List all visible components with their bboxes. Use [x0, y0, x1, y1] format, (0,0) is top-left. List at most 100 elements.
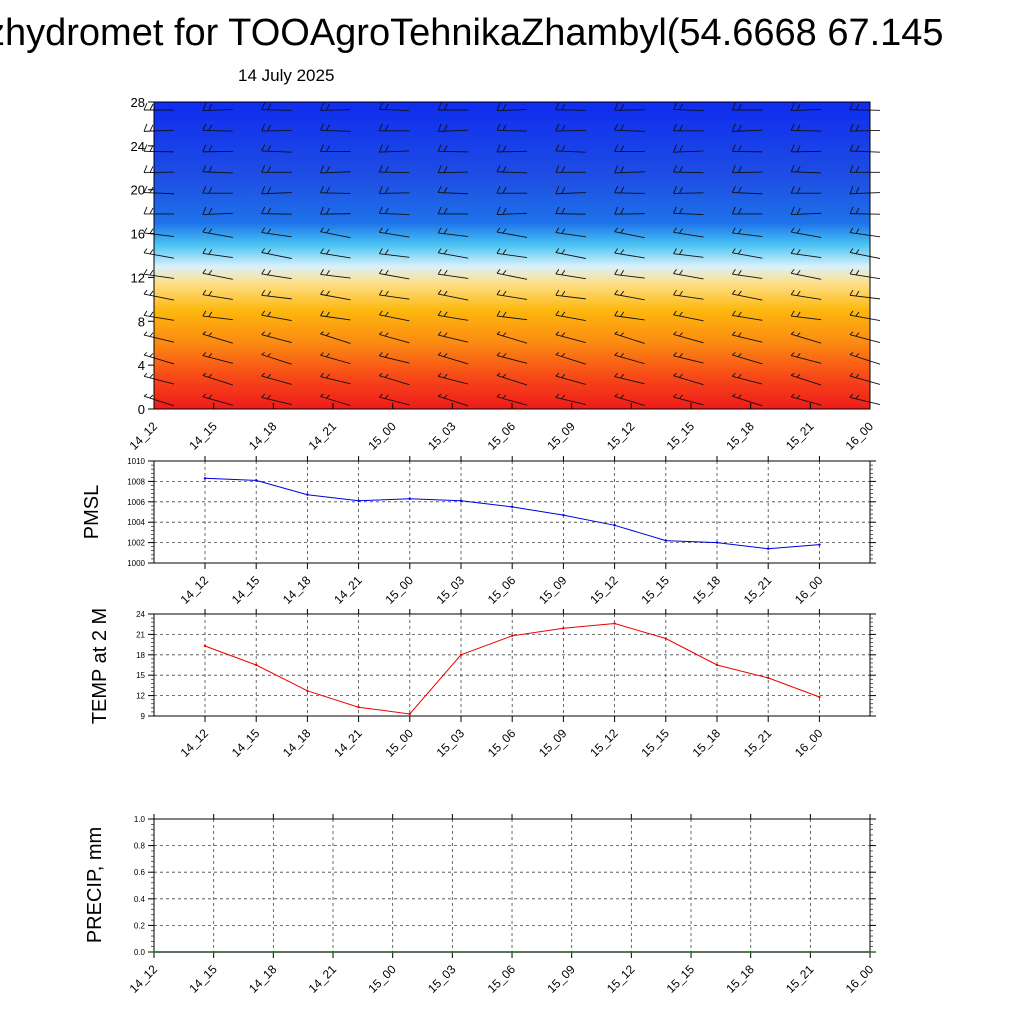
wind-barb [261, 165, 292, 173]
wind-barb [673, 185, 704, 194]
wind-barb [555, 393, 586, 406]
wind-barb [849, 289, 881, 300]
wind-barb [731, 123, 763, 132]
wind-barb [437, 206, 469, 215]
wind-barb [555, 352, 586, 365]
p1-data-point [255, 479, 258, 482]
wind-barb [673, 372, 704, 386]
p2-xtick-label: 15_21 [741, 726, 775, 760]
wind-barb [849, 269, 881, 280]
p1-data-point [306, 493, 309, 496]
wind-barb [320, 102, 351, 111]
p2-ytick-label: 21 [136, 630, 145, 639]
wind-barb [731, 165, 763, 174]
p1-xtick-label: 15_06 [485, 573, 519, 607]
cross-section-xtick-label: 14_15 [186, 419, 220, 453]
wind-barb [849, 144, 881, 153]
p3-data-point [510, 950, 514, 954]
p3-xtick-label: 15_03 [425, 962, 459, 996]
wind-barb [320, 248, 351, 259]
p2-data-point [818, 695, 821, 699]
temp-panel: 9 12 15 18 21 24 14_12 14_15 14_18 14_21 15_00 15_0… [89, 608, 876, 760]
wind-barbs [143, 102, 881, 407]
wind-barb [437, 372, 469, 385]
pmsl-panel: 1000 1002 1004 1006 1008 1010 14_12 14_15 14_18 1… [81, 456, 876, 607]
wind-barb [320, 206, 351, 215]
p3-xtick-label: 14_18 [246, 962, 280, 996]
wind-barb [320, 393, 351, 406]
p3-xtick-label: 15_21 [783, 962, 817, 996]
wind-barb [379, 393, 410, 406]
wind-barb [378, 165, 410, 174]
wind-barb [143, 206, 174, 215]
wind-barb [614, 102, 645, 111]
wind-barb [378, 352, 410, 364]
wind-barb [790, 289, 822, 300]
wind-barb [143, 331, 175, 343]
cross-section-ytick-label: 20 [131, 183, 145, 198]
cross-section-xtick-label: 15_12 [604, 419, 638, 453]
p3-xtick-label: 15_00 [365, 962, 399, 996]
wind-barb [790, 123, 822, 132]
p1-ytick-label: 1002 [127, 539, 145, 548]
p3-data-point [391, 950, 394, 954]
p2-xtick-label: 15_15 [638, 726, 672, 760]
wind-barb [202, 185, 233, 194]
p1-data-point [715, 541, 719, 544]
wind-barb [673, 144, 704, 153]
wind-barb [496, 227, 528, 238]
wind-barb [614, 331, 645, 344]
wind-barb [437, 102, 469, 111]
wind-barb [790, 331, 822, 344]
p1-xtick-label: 14_18 [280, 573, 314, 607]
wind-barb [614, 289, 645, 301]
p2-data-point [664, 637, 667, 640]
wind-barb [732, 352, 763, 365]
wind-barb [261, 227, 292, 238]
p1-data-point [357, 499, 360, 502]
wind-barb [496, 165, 528, 174]
wind-barb [202, 289, 233, 300]
wind-barb [496, 102, 528, 112]
cross-section-ytick-label: 8 [138, 314, 145, 329]
p2-xtick-label: 15_00 [382, 726, 416, 760]
wind-barb [202, 352, 233, 364]
wind-barb [555, 289, 586, 300]
wind-barb [261, 289, 292, 300]
p1-xtick-label: 15_15 [638, 573, 672, 607]
p2-xtick-label: 14_15 [229, 726, 263, 760]
p1-xtick-label: 15_21 [741, 573, 775, 607]
wind-barb [555, 123, 586, 132]
wind-barb [202, 248, 233, 259]
wind-barb [320, 310, 351, 321]
p1-xtick-label: 16_00 [792, 573, 826, 607]
p3-ytick-label: 0.0 [134, 948, 146, 957]
p3-data-point [152, 950, 156, 954]
p2-ytick-label: 18 [136, 651, 145, 660]
wind-barb [437, 289, 469, 301]
p2-data-point [715, 663, 719, 667]
wind-barb [143, 102, 174, 111]
wind-barb [437, 227, 469, 237]
p1-ytick-label: 1008 [127, 477, 145, 486]
p2-ytick-label: 24 [136, 610, 145, 619]
wind-barb [143, 393, 175, 407]
wind-barb [732, 393, 763, 407]
wind-barb [849, 165, 880, 173]
wind-barb [202, 310, 233, 321]
cross-section-ytick-label: 4 [138, 358, 145, 373]
wind-barb [378, 102, 410, 112]
wind-barb [673, 352, 704, 364]
cross-section-xtick-label: 15_21 [783, 419, 817, 453]
p3-data-point [272, 950, 275, 954]
wind-barb [614, 144, 645, 153]
p3-data-point [868, 950, 872, 954]
wind-barb [261, 123, 292, 132]
p2-xtick-label: 14_18 [280, 726, 314, 760]
p1-xtick-label: 14_12 [178, 573, 212, 607]
p2-xtick-label: 15_06 [485, 726, 519, 760]
wind-barb [555, 102, 586, 111]
wind-barb [378, 123, 410, 132]
p3-xtick-label: 14_15 [186, 962, 220, 996]
p1-data-point [818, 543, 821, 546]
